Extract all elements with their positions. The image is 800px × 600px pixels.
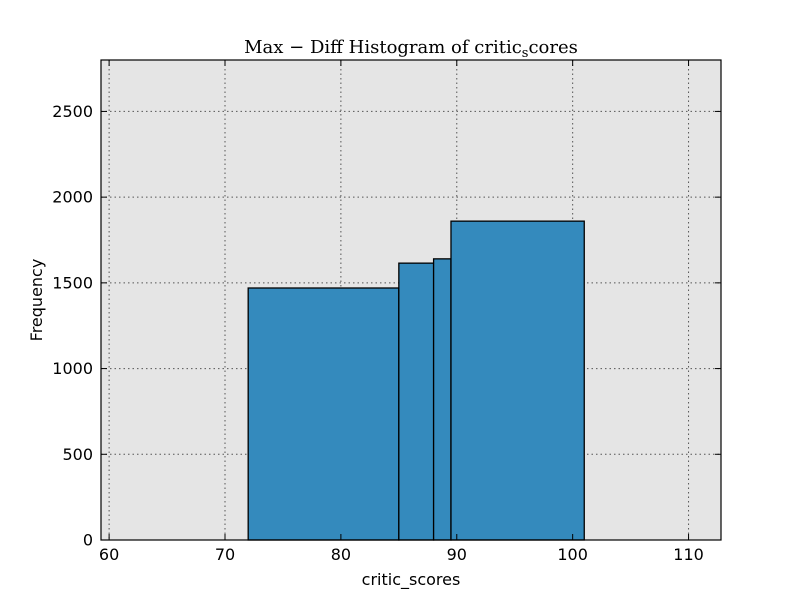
tick-marks <box>101 60 721 541</box>
chart-title-tail: cores <box>528 37 577 58</box>
x-tick-labels: 60 70 80 90 100 110 <box>99 545 704 564</box>
y-tick-label: 2000 <box>52 188 93 207</box>
x-tick-label: 80 <box>331 545 351 564</box>
x-tick-label: 60 <box>99 545 119 564</box>
histogram-bar <box>450 220 585 541</box>
x-tick-label: 90 <box>447 545 467 564</box>
chart-title: Max − Diff Histogram of criticscores <box>244 37 578 61</box>
histogram-bar <box>398 262 435 541</box>
y-tick-label: 1000 <box>52 359 93 378</box>
y-tick-label: 2500 <box>52 102 93 121</box>
chart-title-subscript: s <box>522 46 529 61</box>
bars <box>247 220 585 541</box>
x-tick-label: 70 <box>215 545 235 564</box>
histogram-bar <box>432 258 452 541</box>
x-tick-label: 110 <box>673 545 704 564</box>
y-tick-label: 500 <box>62 445 93 464</box>
histogram-bar <box>247 287 400 541</box>
x-tick-label: 100 <box>557 545 588 564</box>
y-tick-label: 1500 <box>52 273 93 292</box>
plot-frame <box>100 59 722 541</box>
y-tick-labels: 0 500 1000 1500 2000 2500 <box>52 102 93 550</box>
chart-title-main: Max − Diff Histogram of critic <box>244 37 522 58</box>
x-axis-label: critic_scores <box>362 570 461 590</box>
y-axis-label: Frequency <box>27 259 46 342</box>
y-tick-label: 0 <box>83 531 93 550</box>
